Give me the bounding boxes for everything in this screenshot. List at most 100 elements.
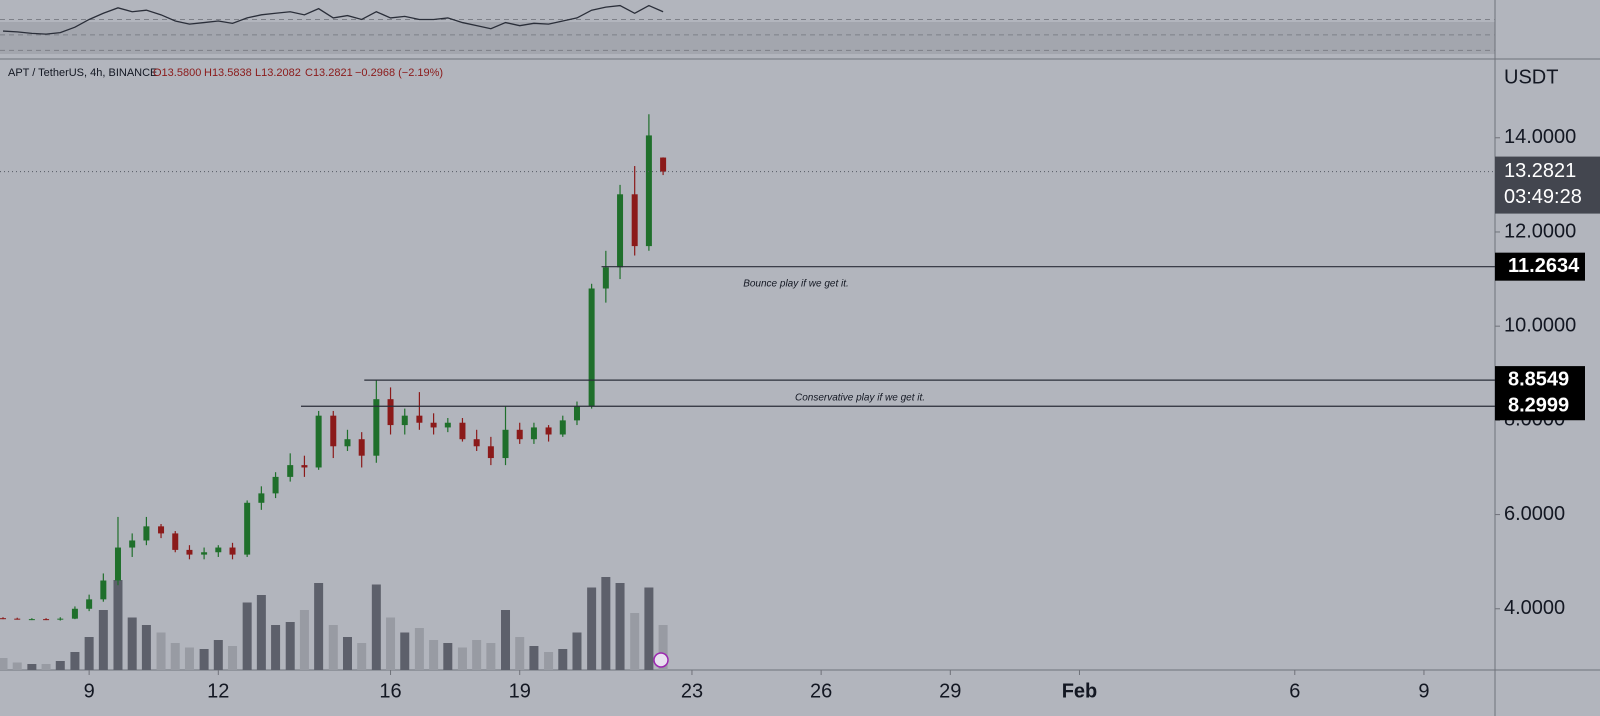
x-tick-label: 26 <box>810 680 832 702</box>
volume-bar <box>156 632 166 670</box>
volume-bar <box>457 647 467 670</box>
candle-body <box>559 420 566 435</box>
y-tick-label: 4.0000 <box>1504 597 1565 619</box>
volume-bar <box>486 643 496 670</box>
candle-body <box>387 399 394 426</box>
high: H13.5838 <box>204 67 252 79</box>
rsi-line <box>2 4 664 35</box>
volume-bar <box>55 661 65 670</box>
candle-body <box>344 439 351 447</box>
volume-bar <box>84 637 94 670</box>
volume-bar <box>127 617 137 670</box>
candle-body <box>631 194 638 247</box>
volume-bar <box>558 649 568 670</box>
candle-body <box>43 619 50 621</box>
x-tick-label: 19 <box>509 680 531 702</box>
volume-bar <box>328 625 338 670</box>
candle-body <box>473 439 480 447</box>
volume-bar <box>170 643 180 670</box>
candle-body <box>14 618 21 620</box>
volume-bar <box>572 632 582 670</box>
candle-body <box>416 415 423 423</box>
candle-body <box>143 526 150 541</box>
volume-bar <box>70 652 80 670</box>
candle-body <box>430 422 437 428</box>
x-tick-label: 9 <box>1418 680 1429 702</box>
x-tick-label: 6 <box>1289 680 1300 702</box>
y-tick-label: 14.0000 <box>1504 126 1576 148</box>
annotation: Conservative play if we get it. <box>795 393 925 404</box>
candle-body <box>258 493 265 503</box>
candle-body <box>215 547 222 553</box>
candle-body <box>516 429 523 440</box>
volume-bar <box>587 587 597 670</box>
volume-bar <box>41 664 51 670</box>
candle-body <box>315 415 322 468</box>
y-tick-label: 6.0000 <box>1504 503 1565 525</box>
level-label: 8.8549 <box>1508 368 1569 390</box>
candle-body <box>186 549 193 555</box>
candle-body <box>100 580 107 600</box>
candle-body <box>114 547 121 581</box>
candle-body <box>459 422 466 440</box>
candle-body <box>301 465 308 468</box>
volume-bar <box>357 643 367 670</box>
candle-body <box>358 439 365 456</box>
volume-bar <box>242 602 252 670</box>
candle-body <box>57 618 64 620</box>
candle-body <box>487 446 494 459</box>
volume-bar <box>27 664 37 670</box>
last-price-label: 13.2821 <box>1504 160 1576 182</box>
volume-bar <box>12 662 22 670</box>
volume-bar <box>429 640 439 670</box>
candle-body <box>0 618 7 620</box>
rsi-band <box>0 22 1495 54</box>
candle-body <box>444 422 451 428</box>
volume-bar <box>0 658 8 670</box>
volume-bar <box>285 622 295 670</box>
candle-body <box>573 406 580 421</box>
candle-body <box>502 429 509 459</box>
annotation: Bounce play if we get it. <box>743 279 849 290</box>
volume-bar <box>199 649 209 670</box>
candle-body <box>201 552 208 555</box>
volume-bar <box>501 610 511 670</box>
candle-body <box>71 608 78 619</box>
volume-bar <box>256 595 266 670</box>
volume-bar <box>414 628 424 670</box>
candle-body <box>172 533 179 550</box>
x-tick-label: 16 <box>379 680 401 702</box>
volume-bar <box>113 580 123 670</box>
open: O13.5800 <box>153 67 201 79</box>
volume-bar <box>472 640 482 670</box>
low: L13.2082 <box>255 67 301 79</box>
y-tick-label: 12.0000 <box>1504 220 1576 242</box>
volume-bar <box>601 577 611 670</box>
candle-body <box>401 415 408 426</box>
volume-bar <box>644 587 654 670</box>
candle-body <box>129 540 136 548</box>
event-icon[interactable] <box>653 652 669 668</box>
change: −0.2968 (−2.19%) <box>355 67 443 79</box>
volume-bar <box>342 637 352 670</box>
volume-bar <box>184 647 194 670</box>
volume-bar <box>515 637 525 670</box>
volume-bar <box>228 646 238 670</box>
level-box <box>1495 252 1585 281</box>
candle-body <box>86 599 93 609</box>
candle-body <box>373 399 380 456</box>
candle-body <box>272 476 279 494</box>
y-tick-label: 10.0000 <box>1504 314 1576 336</box>
candle-body <box>588 288 595 407</box>
candle-body <box>645 135 652 247</box>
candle-body <box>660 157 667 172</box>
volume-bar <box>371 584 381 670</box>
volume-bar <box>529 646 539 670</box>
volume-bar <box>141 625 151 670</box>
x-tick-label: 29 <box>939 680 961 702</box>
candle-body <box>330 415 337 447</box>
candle-body <box>244 502 251 555</box>
countdown: 03:49:28 <box>1504 186 1582 208</box>
